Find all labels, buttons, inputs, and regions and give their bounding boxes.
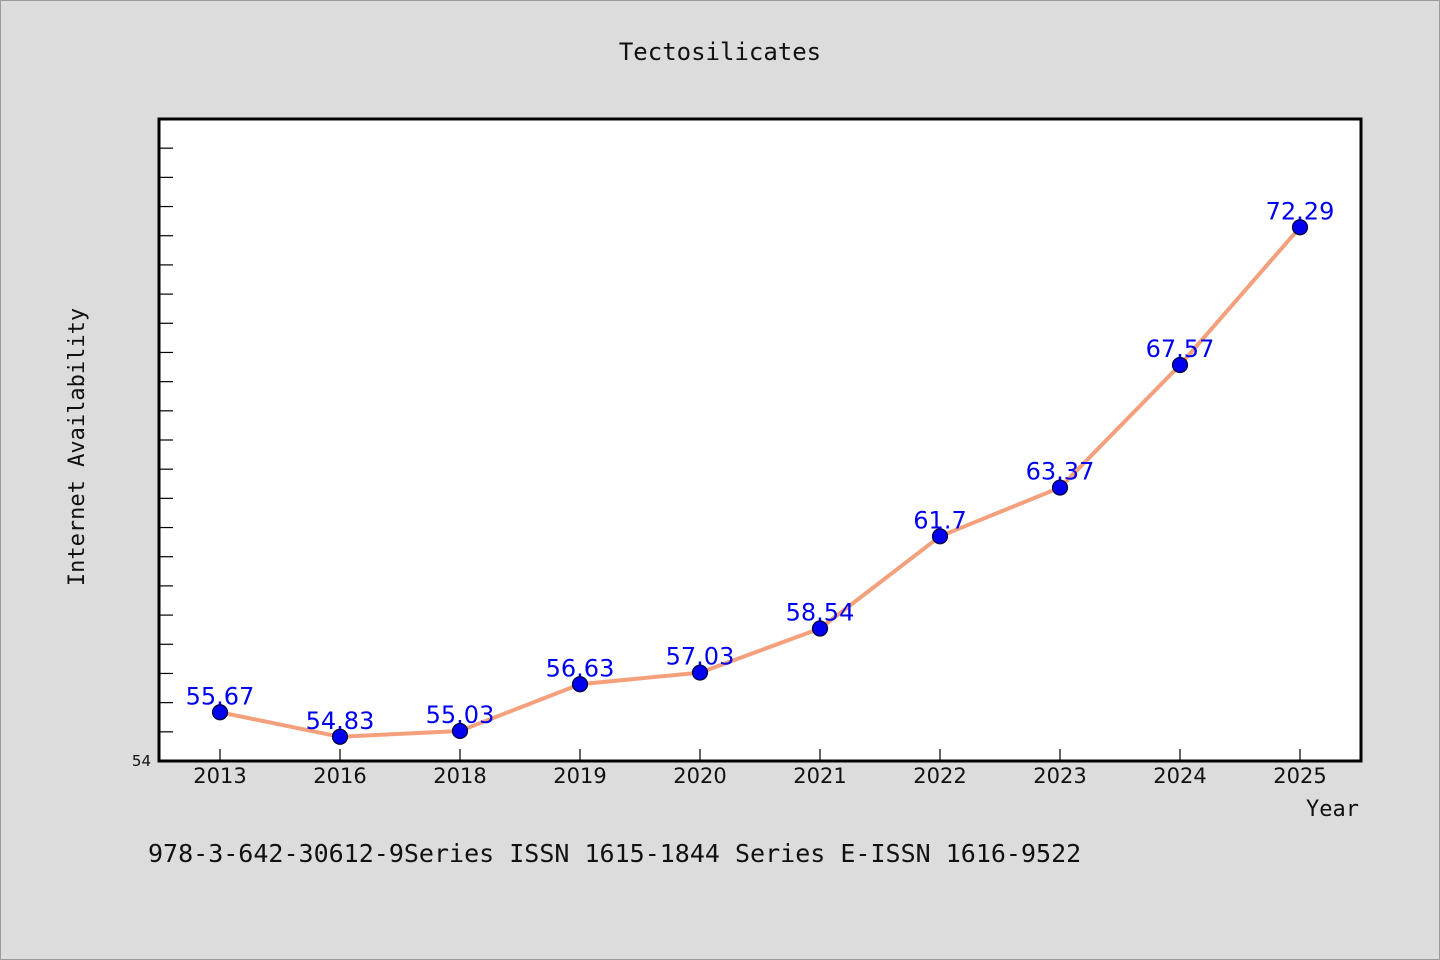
data-point <box>1291 219 1309 236</box>
series-markers <box>211 219 1309 745</box>
data-labels: 55.67 54.83 55.03 56.63 57.03 58.54 61.7 63.37 6… <box>186 197 1335 735</box>
x-tick-label: 2013 <box>193 764 246 788</box>
x-axis-ticks: 2013 2016 2018 2019 2020 2021 2022 2023 2024 2025 <box>193 749 1327 788</box>
data-point <box>811 620 829 637</box>
x-tick-label: 2025 <box>1273 764 1326 788</box>
x-tick-label: 2023 <box>1033 764 1086 788</box>
y-axis-ticks: 54 <box>132 147 173 770</box>
x-tick-label: 2024 <box>1153 764 1206 788</box>
y-tick-label: 54 <box>132 752 151 770</box>
y-axis-label: Internet Availability <box>65 308 90 586</box>
data-label: 63.37 <box>1026 458 1095 486</box>
series-line-group <box>219 225 1302 739</box>
data-point <box>1051 479 1069 496</box>
x-tick-label: 2016 <box>313 764 366 788</box>
x-tick-label: 2022 <box>913 764 966 788</box>
data-point <box>451 722 469 740</box>
data-label: 55.03 <box>426 701 495 729</box>
x-tick-label: 2020 <box>673 764 726 788</box>
series-line <box>219 225 1302 739</box>
chart-title: Tectosilicates <box>619 38 821 66</box>
data-point <box>211 704 229 721</box>
x-tick-label: 2018 <box>433 764 486 788</box>
data-label: 61.7 <box>913 506 966 534</box>
data-label: 58.54 <box>786 599 855 627</box>
data-label: 72.29 <box>1266 197 1335 225</box>
x-tick-label: 2019 <box>553 764 606 788</box>
data-point <box>571 676 589 693</box>
data-label: 55.67 <box>186 682 255 710</box>
data-point <box>1171 356 1189 374</box>
data-label: 67.57 <box>1146 335 1215 363</box>
data-point <box>691 664 709 681</box>
plot-area <box>157 117 1363 763</box>
data-label: 56.63 <box>546 654 615 682</box>
data-point <box>331 728 349 745</box>
footer-isbn-text: 978-3-642-30612-9Series ISSN 1615-1844 S… <box>148 839 1081 868</box>
data-label: 57.03 <box>666 643 735 671</box>
data-point <box>931 528 949 545</box>
data-label: 54.83 <box>306 707 375 735</box>
x-tick-label: 2021 <box>793 764 846 788</box>
x-axis-label: Year <box>1306 797 1359 822</box>
